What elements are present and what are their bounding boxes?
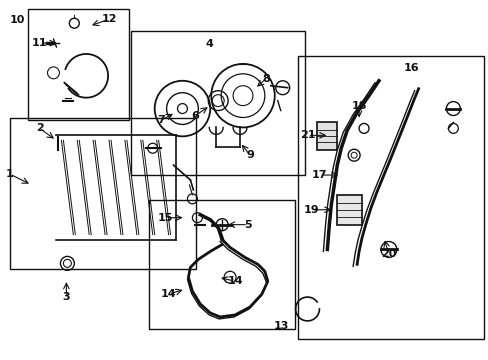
Bar	[28, 9, 129, 121]
Text: 14: 14	[161, 289, 176, 299]
Text: 3: 3	[62, 292, 70, 302]
Text: 17: 17	[311, 170, 326, 180]
Bar	[148, 200, 294, 329]
Bar	[337, 195, 361, 225]
Text: 9: 9	[245, 150, 253, 160]
Bar	[10, 118, 196, 269]
Text: 18: 18	[351, 100, 366, 111]
Text: 13: 13	[273, 321, 288, 331]
Text: 12: 12	[101, 14, 117, 24]
Text: 5: 5	[244, 220, 251, 230]
Bar	[317, 122, 337, 150]
Text: 2: 2	[36, 123, 43, 134]
Text: 6: 6	[191, 111, 199, 121]
Text: 7: 7	[157, 116, 164, 126]
Text: 21: 21	[299, 130, 315, 140]
Text: 11: 11	[32, 38, 47, 48]
Text: 10: 10	[10, 15, 25, 25]
Bar	[297, 56, 483, 339]
Text: 15: 15	[158, 213, 173, 223]
Text: 20: 20	[381, 249, 396, 260]
Text: 4: 4	[205, 39, 213, 49]
Text: 19: 19	[303, 205, 319, 215]
Bar	[131, 31, 304, 175]
Text: 8: 8	[262, 74, 269, 84]
Text: 14: 14	[227, 276, 243, 286]
Text: 16: 16	[403, 63, 419, 73]
Text: 1: 1	[6, 169, 14, 179]
